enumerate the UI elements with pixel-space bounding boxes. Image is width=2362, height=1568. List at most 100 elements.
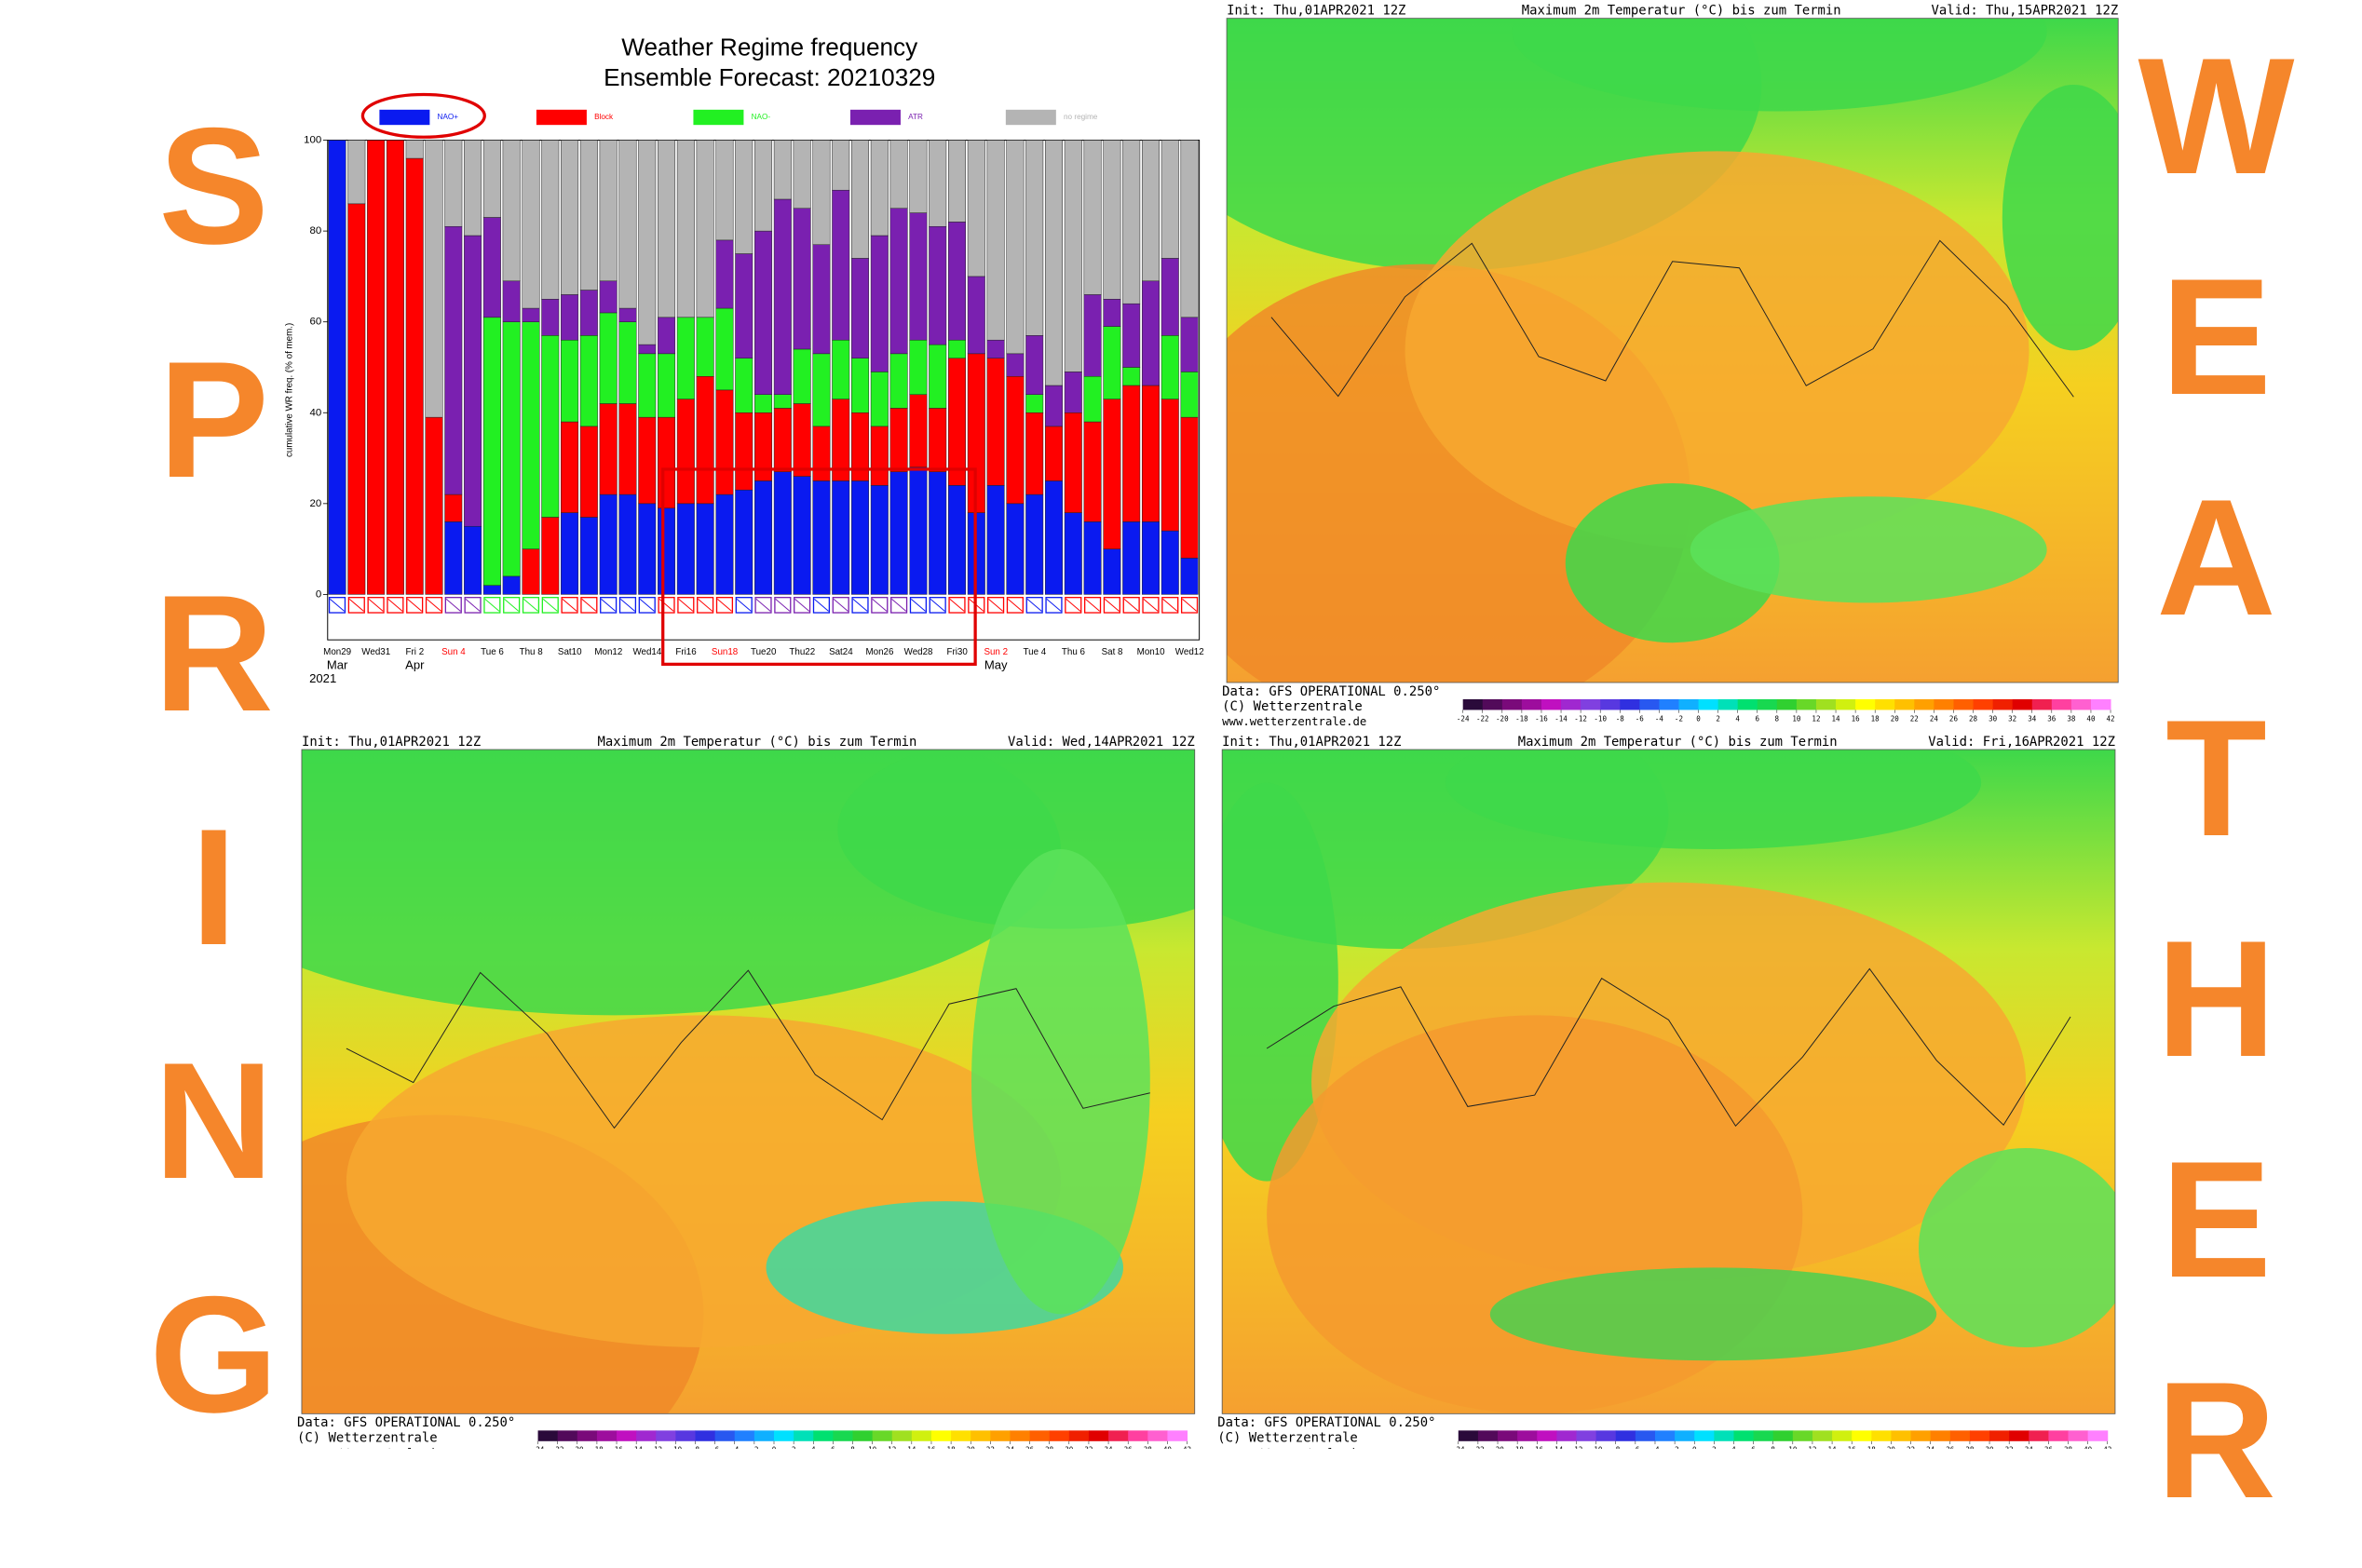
colorbar-cell (1733, 1430, 1755, 1441)
colorbar-label: 4 (1731, 1446, 1736, 1449)
colorbar-cell (1556, 1430, 1577, 1441)
colorbar-cell (1458, 1430, 1479, 1441)
legend-label: no regime (1064, 113, 1098, 121)
colorbar-label: -22 (1476, 714, 1489, 723)
x-tick-label: Tue20 (751, 647, 777, 657)
canvas: Weather Regime frequency Ensemble Foreca… (284, 3, 2119, 1449)
bar-segment (1006, 503, 1025, 595)
x-tick-label: Mon29 (323, 647, 351, 657)
x-tick-label: Wed14 (632, 647, 661, 657)
colorbar-cell (891, 1430, 913, 1441)
x-year-label: 2021 (309, 671, 336, 685)
x-tick-label: Fri30 (947, 647, 969, 657)
colorbar-cell (1029, 1430, 1051, 1441)
bar-segment (1025, 493, 1044, 595)
colorbar-cell (1501, 699, 1523, 710)
colorbar-label: 36 (1124, 1446, 1133, 1449)
colorbar-label: 40 (2086, 714, 2096, 723)
bar-segment (444, 225, 463, 495)
colorbar-label: 34 (2025, 1446, 2034, 1449)
colorbar-label: 30 (1065, 1446, 1074, 1449)
legend-label: ATR (908, 113, 923, 121)
regime-hatch (794, 598, 810, 612)
colorbar-label: -20 (1496, 714, 1509, 723)
bar-segment (948, 358, 967, 486)
colorbar-cell (1537, 1430, 1557, 1441)
map-valid: Valid: Fri,16APR2021 12Z (1928, 735, 2115, 750)
bar-segment (444, 140, 463, 227)
colorbar-label: 12 (1808, 1446, 1816, 1449)
colorbar-label: -22 (551, 1446, 564, 1449)
bar-segment (986, 339, 1005, 358)
bar-segment (638, 416, 657, 505)
bar-segment (444, 493, 463, 522)
bar-segment (1044, 140, 1063, 386)
bar-segment (832, 140, 850, 191)
colorbar-cell (675, 1430, 697, 1441)
colorbar-cell (1953, 699, 1975, 710)
map-data: Data: GFS OPERATIONAL 0.250° (297, 1415, 515, 1430)
colorbar-label: -14 (1551, 1446, 1564, 1449)
bar-segment (986, 140, 1005, 341)
colorbar-label: 18 (947, 1446, 957, 1449)
coastline (1270, 239, 2074, 398)
colorbar-cell (1595, 1430, 1617, 1441)
bar-segment (1161, 530, 1179, 595)
bar-segment (676, 140, 695, 318)
bar-segment (754, 480, 773, 595)
map-title: Maximum 2m Temperatur (°C) bis zum Termi… (1518, 735, 1838, 750)
colorbar-label: 30 (1989, 714, 1998, 723)
bar-segment (1025, 140, 1044, 336)
map (1222, 749, 2115, 1414)
bar-segment (522, 307, 540, 322)
colorbar-cell (1772, 1430, 1794, 1441)
colorbar-label: -22 (1472, 1446, 1485, 1449)
colorbar-label: -6 (1636, 714, 1645, 723)
colorbar-label: 20 (967, 1446, 976, 1449)
colorbar-cell (1010, 1430, 1031, 1441)
colorbar-label: -16 (610, 1446, 623, 1449)
bar-segment (773, 140, 792, 200)
y-tick-label: 60 (309, 317, 321, 328)
regime-hatch (620, 598, 635, 612)
bar-segment (967, 276, 985, 355)
colorbar-cell (930, 1430, 952, 1441)
colorbar-label: -24 (532, 1446, 545, 1449)
regime-hatch (601, 598, 617, 612)
bar-segment (735, 489, 753, 595)
bar-segment (541, 299, 560, 336)
regime-hatch (523, 598, 538, 612)
bar-segment (696, 375, 714, 505)
x-month-label: Apr (405, 657, 425, 671)
x-tick-label: Thu 8 (520, 647, 544, 657)
bar-segment (735, 358, 753, 413)
bar-segment (658, 140, 676, 318)
y-tick-label: 100 (304, 135, 321, 146)
regime-hatch (639, 598, 655, 612)
x-month-label: Mar (327, 657, 348, 671)
colorbar-label: 12 (1812, 714, 1820, 723)
colorbar-cell (1049, 1430, 1070, 1441)
colorbar-label: 6 (1755, 714, 1759, 723)
bar-segment (1064, 140, 1082, 372)
colorbar-label: 22 (986, 1446, 995, 1449)
colorbar-cell (1973, 699, 1994, 710)
bar-segment (948, 222, 967, 341)
colorbar-cell (1832, 1430, 1853, 1441)
colorbar-cell (1717, 699, 1739, 710)
bar-segment (522, 548, 540, 595)
colorbar-cell (734, 1430, 755, 1441)
bar-segment (1122, 303, 1141, 368)
colorbar-label: -2 (1671, 1446, 1679, 1449)
colorbar-label: 34 (1105, 1446, 1114, 1449)
bar-segment (793, 140, 811, 209)
bar-segment (541, 140, 560, 300)
colorbar-label: 16 (1852, 714, 1861, 723)
colorbar-label: 42 (1183, 1446, 1191, 1449)
colorbar-cell (2031, 699, 2053, 710)
bar-segment (870, 485, 889, 595)
colorbar-cell (1576, 1430, 1597, 1441)
x-tick-label: Tue 6 (481, 647, 504, 657)
colorbar-cell (1914, 699, 1934, 710)
bar-segment (793, 403, 811, 477)
